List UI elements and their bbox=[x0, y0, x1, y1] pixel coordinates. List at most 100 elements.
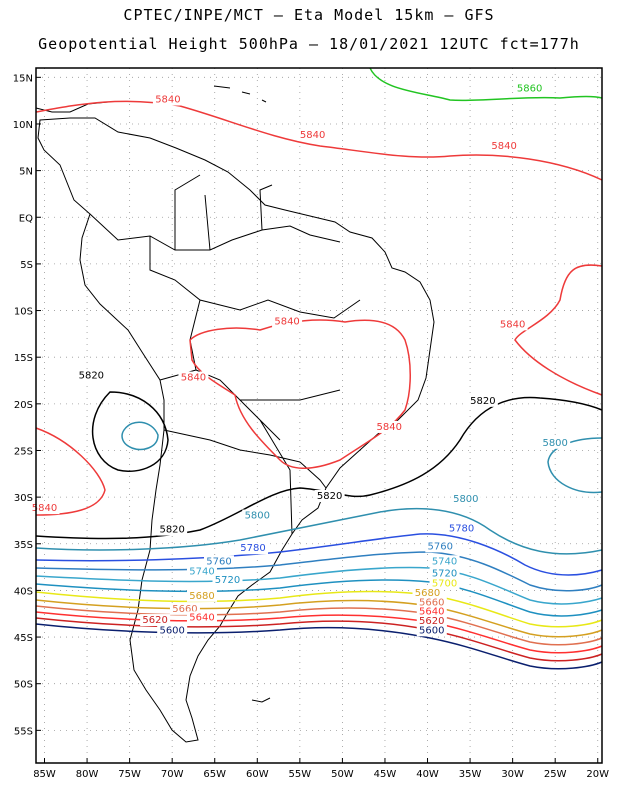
falkland-islands bbox=[251, 697, 271, 703]
lon-tick-label: 35W bbox=[459, 769, 482, 780]
contour-label-bg bbox=[272, 315, 303, 328]
lon-tick-label: 55W bbox=[289, 769, 312, 780]
contour-label: 5760 bbox=[428, 541, 453, 552]
contour-label-bg bbox=[429, 577, 460, 590]
contour-label-bg bbox=[429, 555, 460, 568]
contour-5740 bbox=[35, 566, 603, 605]
contour-5720 bbox=[35, 579, 603, 617]
lat-tick-label: 20S bbox=[14, 400, 33, 411]
lat-tick-label: 55S bbox=[14, 726, 33, 737]
contour-label: 5660 bbox=[419, 597, 444, 608]
lat-tick-label: 5N bbox=[19, 167, 33, 178]
contour-5860 bbox=[369, 67, 603, 102]
contour-label-bg bbox=[152, 93, 183, 106]
contour-label: 5720 bbox=[215, 575, 240, 586]
contour-5780 bbox=[35, 533, 603, 576]
contour-label: 5740 bbox=[432, 556, 457, 567]
contour-label: 5820 bbox=[470, 396, 495, 407]
contour-label: 5600 bbox=[419, 625, 444, 636]
contour-5840-west bbox=[35, 427, 106, 516]
contour-label: 5820 bbox=[317, 491, 342, 502]
contour-label: 5700 bbox=[432, 579, 457, 590]
contour-label-bg bbox=[416, 596, 447, 609]
contour-label: 5800 bbox=[245, 511, 270, 522]
contour-label-bg bbox=[157, 523, 188, 536]
contour-label-bg bbox=[489, 140, 520, 153]
contour-label: 5800 bbox=[542, 438, 567, 449]
contour-label-bg bbox=[212, 573, 243, 586]
contour-label: 5620 bbox=[419, 616, 444, 627]
lat-tick-label: EQ bbox=[19, 213, 33, 224]
contour-label-bg bbox=[314, 489, 345, 502]
contour-label: 5640 bbox=[189, 612, 214, 623]
contour-5840-east bbox=[514, 264, 603, 396]
contour-label-bg bbox=[425, 540, 456, 553]
lon-tick-label: 70W bbox=[161, 769, 184, 780]
lat-tick-label: 30S bbox=[14, 493, 33, 504]
contour-label-bg bbox=[450, 492, 481, 505]
contour-label: 5840 bbox=[32, 503, 57, 514]
lon-tick-label: 30W bbox=[501, 769, 524, 780]
contour-5760 bbox=[35, 551, 603, 592]
contour-label: 5600 bbox=[159, 625, 184, 636]
contour-5680 bbox=[35, 599, 603, 638]
contours bbox=[35, 67, 603, 670]
contour-label-bg bbox=[514, 82, 545, 95]
contour-label: 5740 bbox=[189, 567, 214, 578]
contour-label-bg bbox=[186, 611, 217, 624]
contour-label: 5840 bbox=[376, 422, 401, 433]
contour-label-bg bbox=[497, 318, 528, 331]
contour-label-bg bbox=[157, 624, 188, 637]
contour-5700 bbox=[35, 590, 603, 628]
lon-tick-label: 25W bbox=[544, 769, 567, 780]
contour-label-bg bbox=[416, 624, 447, 637]
map-title-line1: CPTEC/INPE/MCT – Eta Model 15km – GFS bbox=[123, 6, 495, 24]
contour-5800-high bbox=[121, 421, 159, 451]
contour-label: 5820 bbox=[159, 525, 184, 536]
lon-tick-label: 75W bbox=[118, 769, 141, 780]
contour-label: 5840 bbox=[500, 319, 525, 330]
contour-5640 bbox=[35, 611, 603, 654]
contour-label: 5840 bbox=[300, 130, 325, 141]
contour-label-bg bbox=[412, 587, 443, 600]
lat-tick-label: 15S bbox=[14, 353, 33, 364]
contour-label: 5640 bbox=[419, 607, 444, 618]
contour-label-bg bbox=[186, 565, 217, 578]
grid-lines bbox=[36, 68, 602, 763]
map-frame bbox=[35, 67, 603, 764]
contour-label-bg bbox=[140, 614, 171, 627]
contour-label-bg bbox=[242, 509, 273, 522]
lon-tick-label: 50W bbox=[331, 769, 354, 780]
contour-label: 5760 bbox=[206, 556, 231, 567]
south-america-outline bbox=[37, 117, 435, 743]
contour-5800-main bbox=[35, 507, 603, 555]
contour-label-bg bbox=[540, 436, 571, 449]
contour-label: 5840 bbox=[274, 317, 299, 328]
contour-label-bg bbox=[238, 542, 269, 555]
contour-label: 5680 bbox=[415, 588, 440, 599]
contour-label: 5840 bbox=[491, 141, 516, 152]
contour-label: 5620 bbox=[142, 615, 167, 626]
lon-tick-label: 40W bbox=[416, 769, 439, 780]
contour-5820-high bbox=[91, 391, 169, 472]
caribbean-islands bbox=[213, 85, 267, 103]
lat-tick-label: 15N bbox=[13, 73, 33, 84]
country-borders bbox=[89, 174, 361, 535]
contour-label-bg bbox=[297, 128, 328, 141]
contour-label-bg bbox=[374, 420, 405, 433]
axis-ticks: 15N 10N 5N EQ 5S 10S 15S 20S 25S 30S 35S 40S 45S 50S 5… bbox=[13, 73, 609, 780]
contour-label: 5720 bbox=[432, 568, 457, 579]
contour-label-bg bbox=[186, 589, 217, 602]
contour-label: 5660 bbox=[172, 604, 197, 615]
contour-label-bg bbox=[467, 394, 498, 407]
contour-label-bg bbox=[416, 605, 447, 618]
lat-tick-label: 45S bbox=[14, 633, 33, 644]
lon-tick-label: 45W bbox=[374, 769, 397, 780]
contour-label: 5820 bbox=[79, 371, 104, 382]
lon-tick-label: 20W bbox=[586, 769, 609, 780]
contour-label-bg bbox=[429, 567, 460, 580]
lat-tick-label: 10S bbox=[14, 307, 33, 318]
map-title-line2: Geopotential Height 500hPa – 18/01/2021 … bbox=[38, 35, 580, 53]
contour-label-bg bbox=[76, 369, 107, 382]
lat-tick-label: 25S bbox=[14, 446, 33, 457]
